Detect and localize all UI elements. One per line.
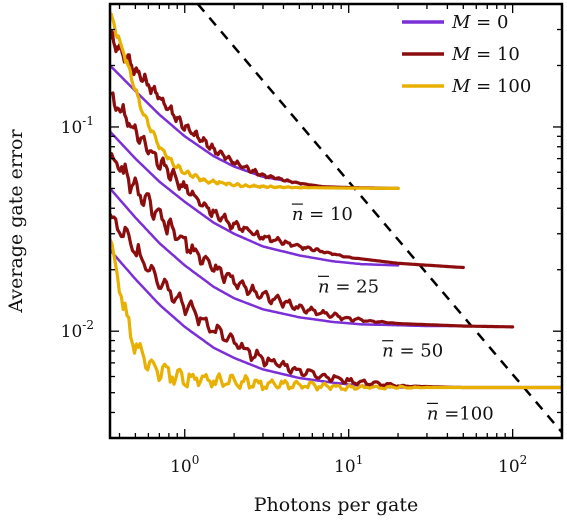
x-axis-title: Photons per gate (254, 494, 418, 516)
series-line-n50-m10 (110, 152, 515, 329)
nbar-label: n = 10 (292, 204, 353, 225)
legend-label: M = 10 (451, 44, 520, 65)
y-tick-label: 10-2 (61, 318, 94, 342)
y-tick-label: 10-1 (61, 114, 94, 138)
series-line-n50-m0 (110, 187, 465, 328)
nbar-label: n =100 (427, 403, 494, 424)
x-tick-label: 102 (498, 453, 527, 477)
x-tick-label: 101 (334, 453, 363, 477)
series-line-n25-m0 (110, 130, 400, 267)
legend-label: M = 100 (451, 76, 531, 97)
series-line-n100-m100 (110, 238, 562, 392)
legend-label: M = 0 (451, 12, 508, 33)
plot-frame (108, 2, 564, 440)
series-line-n10-m100 (110, 12, 400, 190)
y-axis-title: Average gate error (5, 129, 27, 314)
plot-layer (110, 4, 562, 435)
ticks-layer: 100 101 102 10-1 10-2 (61, 3, 563, 477)
annotations: n = 10 n = 25 n = 50 n =100 (291, 203, 494, 424)
legend: M = 0 M = 10 M = 100 (402, 12, 531, 97)
x-tick-label: 100 (170, 453, 199, 477)
reference-line-dashed (196, 4, 562, 435)
series-line-n25-m10 (110, 91, 465, 270)
nbar-label: n = 25 (318, 276, 379, 297)
nbar-label: n = 50 (382, 341, 443, 362)
